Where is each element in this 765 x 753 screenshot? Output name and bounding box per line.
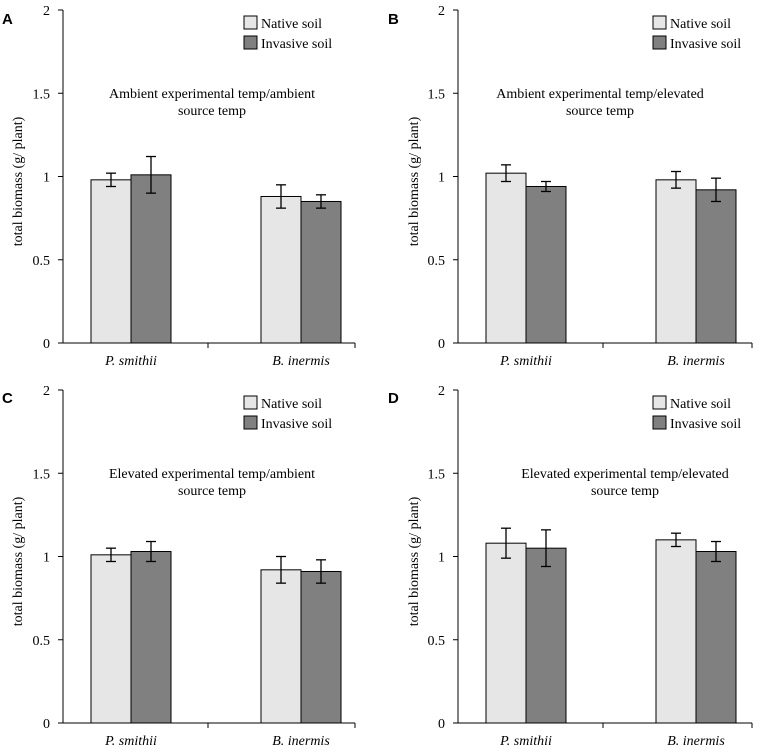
legend-swatch (652, 35, 667, 50)
y-tick-label: 0.5 (33, 634, 51, 649)
bar-invasive-smithii (130, 174, 172, 344)
legend-label: Native soil (670, 397, 731, 412)
bar-invasive-smithii (130, 551, 172, 724)
y-tick-label: 1 (43, 551, 50, 566)
panel-b: B 0 0.5 1 1.5 2 total biomass (g/ plant) P. smi… (388, 4, 753, 369)
legend-swatch (243, 415, 258, 430)
chart-annotation: Ambient experimental temp/elevated (496, 87, 704, 102)
chart-annotation: source temp (178, 104, 246, 119)
bar-invasive-inermis (695, 551, 737, 724)
y-tick-label: 0 (438, 717, 445, 732)
category-label: P. smithii (499, 354, 552, 369)
bar-native-inermis (260, 569, 302, 724)
y-tick-label: 1 (438, 171, 445, 186)
y-tick-label: 1.5 (428, 467, 446, 482)
chart-annotation: source temp (591, 484, 659, 499)
category-label: P. smithii (499, 734, 552, 749)
panel-a: A 0 0.5 1 1.5 2 total biomass (g/ plant) P. smi… (2, 4, 356, 369)
y-tick-label: 0.5 (33, 254, 51, 269)
panel-d: D 0 0.5 1 1.5 2 total biomass (g/ plant) P. smi… (388, 384, 753, 749)
y-tick-label: 2 (43, 384, 50, 399)
chart-annotation: Ambient experimental temp/ambient (109, 87, 315, 102)
legend-swatch (652, 395, 667, 410)
legend-label: Invasive soil (670, 417, 741, 432)
y-tick-label: 0 (43, 337, 50, 352)
category-label: P. smithii (104, 734, 157, 749)
y-tick-label: 0.5 (428, 634, 446, 649)
y-tick-label: 1.5 (428, 87, 446, 102)
y-axis-label: total biomass (g/ plant) (11, 116, 26, 246)
bar-native-smithii (485, 542, 527, 724)
bar-native-inermis (260, 195, 302, 344)
bar-invasive-inermis (300, 200, 342, 344)
y-tick-label: 1 (438, 551, 445, 566)
bar-native-smithii (90, 179, 132, 344)
y-tick-label: 0 (43, 717, 50, 732)
chart-annotation: source temp (566, 104, 634, 119)
bar-invasive-smithii (525, 185, 567, 344)
chart-annotation: source temp (178, 484, 246, 499)
legend-label: Native soil (261, 397, 322, 412)
bar-native-smithii (90, 554, 132, 724)
panel-letter: A (2, 11, 13, 28)
legend-swatch (243, 35, 258, 50)
y-axis-label: total biomass (g/ plant) (407, 496, 422, 626)
chart-annotation: Elevated experimental temp/ambient (109, 467, 315, 482)
category-label: B. inermis (272, 734, 330, 749)
category-label: B. inermis (667, 734, 725, 749)
legend-swatch (652, 415, 667, 430)
y-axis-label: total biomass (g/ plant) (11, 496, 26, 626)
category-label: B. inermis (667, 354, 725, 369)
legend-label: Native soil (261, 17, 322, 32)
y-tick-label: 0.5 (428, 254, 446, 269)
chart-annotation: Elevated experimental temp/elevated (521, 467, 729, 482)
panel-letter: B (388, 11, 399, 28)
category-label: B. inermis (272, 354, 330, 369)
category-label: P. smithii (104, 354, 157, 369)
bar-native-smithii (485, 172, 527, 344)
y-tick-label: 1.5 (33, 87, 51, 102)
bar-invasive-inermis (300, 570, 342, 724)
panel-letter: C (2, 390, 13, 407)
legend-label: Invasive soil (261, 37, 332, 52)
panel-letter: D (388, 390, 399, 407)
y-tick-label: 1.5 (33, 467, 51, 482)
legend-swatch (243, 395, 258, 410)
bar-native-inermis (655, 179, 697, 344)
legend-swatch (652, 15, 667, 30)
y-tick-label: 0 (438, 337, 445, 352)
y-tick-label: 2 (43, 4, 50, 19)
legend-label: Native soil (670, 17, 731, 32)
legend-label: Invasive soil (670, 37, 741, 52)
y-tick-label: 1 (43, 171, 50, 186)
bar-invasive-smithii (525, 547, 567, 724)
bar-native-inermis (655, 539, 697, 724)
y-axis-label: total biomass (g/ plant) (407, 116, 422, 246)
bar-invasive-inermis (695, 189, 737, 344)
panel-c: C 0 0.5 1 1.5 2 total biomass (g/ plant) P. smi… (2, 384, 356, 749)
y-tick-label: 2 (438, 4, 445, 19)
y-tick-label: 2 (438, 384, 445, 399)
legend-swatch (243, 15, 258, 30)
legend-label: Invasive soil (261, 417, 332, 432)
